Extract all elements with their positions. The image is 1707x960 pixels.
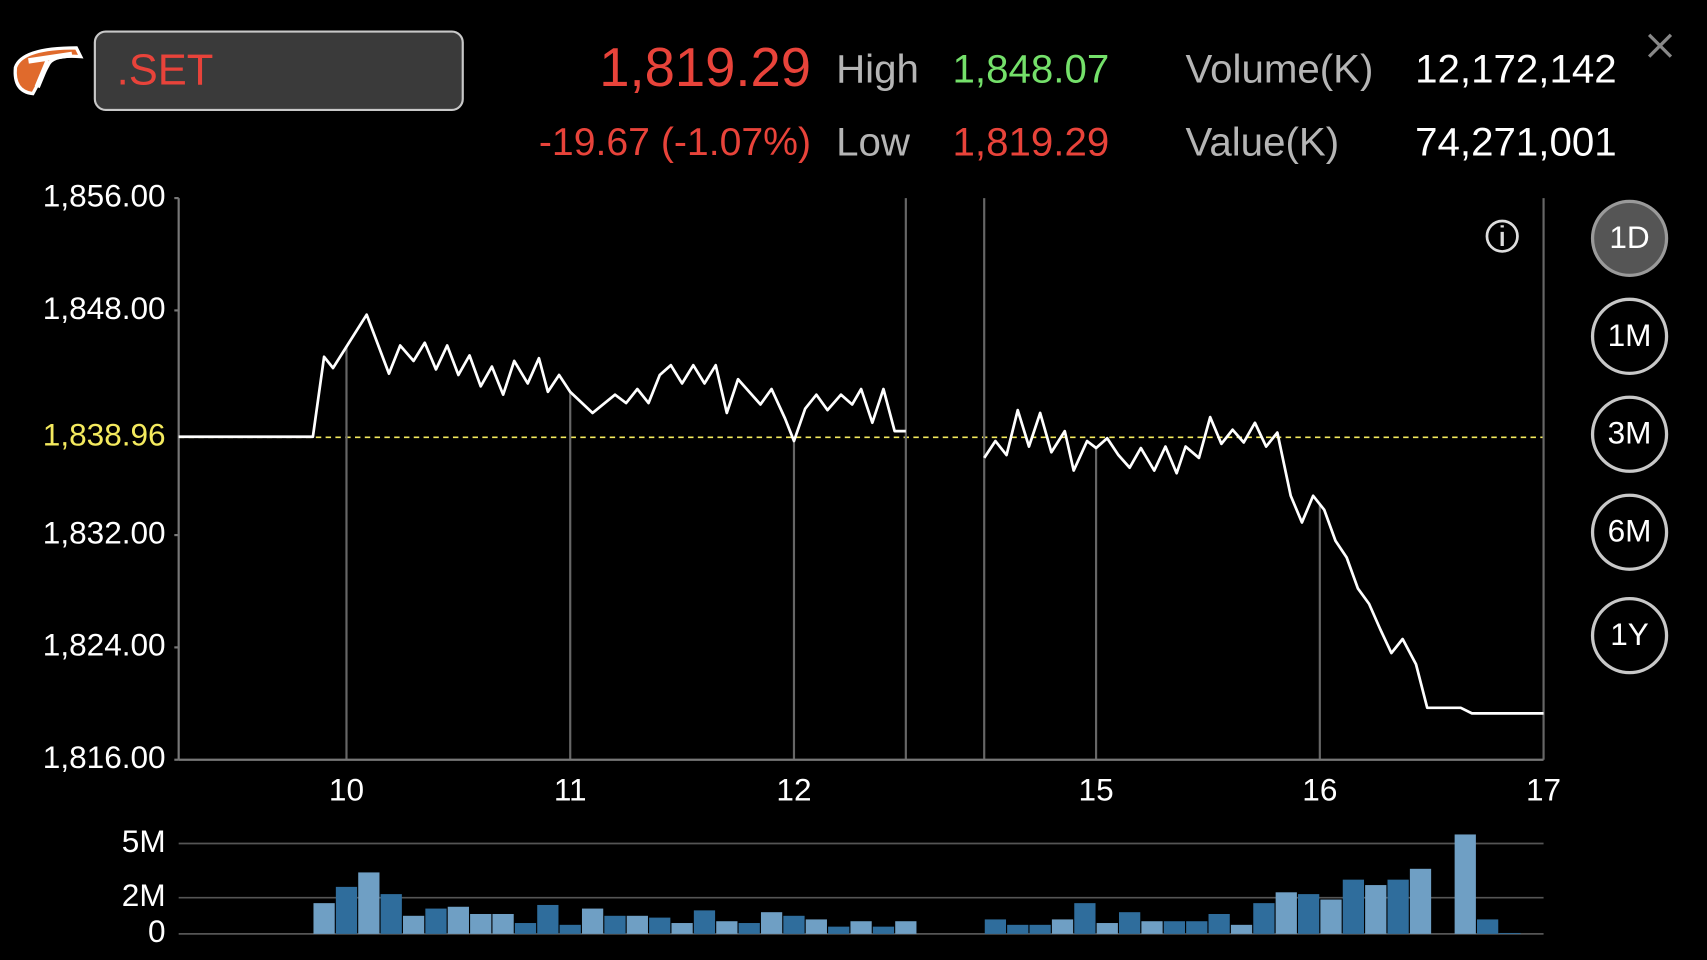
x-tick-label: 15 — [1079, 772, 1114, 808]
volume-bar — [1477, 919, 1499, 934]
logo-letter — [28, 51, 73, 89]
volume-bar — [1298, 894, 1320, 934]
x-tick-label: 16 — [1302, 772, 1337, 808]
volume-bar — [738, 923, 760, 934]
volume-bar — [1230, 924, 1253, 934]
period-button[interactable] — [1590, 199, 1669, 278]
x-tick-label: 11 — [554, 772, 587, 808]
volume-bar — [649, 917, 671, 934]
reference-label: 1,838.96 — [43, 417, 166, 453]
y-tick-label: 1,856.00 — [43, 177, 166, 213]
volume-bar — [604, 915, 626, 934]
volume-bar — [1275, 892, 1297, 934]
volume-bar — [1499, 932, 1521, 934]
volume-bar — [1186, 921, 1208, 934]
volume-bar — [581, 908, 604, 934]
volume-bar — [828, 926, 850, 934]
y-tick-label: 1,816.00 — [43, 739, 166, 775]
symbol-box[interactable] — [93, 30, 464, 112]
price-chart: 1,856.00 1,848.00 1,832.00 1,824.00 1,816.00… — [43, 177, 1561, 807]
volume-bar — [1096, 923, 1118, 934]
volume-bar — [1342, 879, 1365, 934]
stat-label: Volume(K) — [1185, 46, 1373, 91]
price-change: -19.67 (-1.07%) — [539, 121, 811, 164]
volume-bar — [335, 886, 358, 934]
volume-bar — [626, 915, 648, 934]
stat-label: Low — [836, 119, 911, 164]
period-button[interactable] — [1590, 297, 1669, 375]
volume-bar — [1253, 903, 1275, 934]
info-icon[interactable] — [1485, 219, 1519, 253]
volume-bar — [1320, 899, 1342, 934]
stat-label: High — [836, 46, 919, 91]
volume-bar — [850, 921, 872, 934]
volume-bar — [1387, 879, 1409, 934]
x-tick-label: 12 — [776, 772, 811, 808]
volume-bar — [492, 913, 514, 934]
volume-bar — [380, 894, 402, 934]
volume-bar — [716, 921, 738, 934]
y-tick-label: 1,832.00 — [43, 514, 166, 550]
y-tick-label: 0 — [148, 913, 166, 949]
volume-bar — [1163, 921, 1186, 934]
volume-bar — [872, 926, 895, 934]
volume-bar — [783, 915, 805, 934]
volume-bar — [514, 923, 537, 934]
stat-value: 1,819.29 — [953, 119, 1110, 164]
period-label[interactable]: 1M — [1608, 317, 1652, 353]
volume-bar — [1007, 924, 1029, 934]
stat-value: 74,271,001 — [1415, 119, 1617, 164]
period-label[interactable]: 1Y — [1610, 616, 1649, 652]
stat-value: 12,172,142 — [1415, 46, 1617, 91]
x-tick-label: 17 — [1526, 772, 1561, 808]
volume-bar — [760, 912, 783, 934]
y-tick-label: 1,824.00 — [43, 627, 166, 663]
y-tick-label: 2M — [122, 877, 166, 913]
volume-bar — [1119, 912, 1141, 934]
logo — [13, 46, 84, 96]
close-button[interactable] — [1647, 33, 1673, 58]
volume-bar — [1141, 921, 1163, 934]
volume-bar — [1454, 834, 1476, 934]
period-button[interactable] — [1590, 597, 1669, 675]
period-label[interactable]: 1D — [1609, 219, 1649, 255]
volume-bar — [402, 915, 425, 934]
stat-label: Value(K) — [1185, 119, 1339, 164]
price-line — [178, 313, 1544, 715]
volume-bar — [1208, 913, 1230, 934]
period-label[interactable]: 3M — [1608, 415, 1652, 451]
volume-bar — [470, 913, 492, 934]
volume-bar — [1029, 924, 1051, 934]
info-circle[interactable] — [1485, 219, 1519, 253]
volume-chart: 02M 5M — [122, 823, 1544, 949]
volume-bar — [805, 919, 827, 934]
period-button[interactable] — [1590, 493, 1669, 571]
volume-bar — [1409, 868, 1432, 934]
volume-bar — [693, 910, 716, 934]
volume-bar — [559, 924, 581, 934]
volume-bar — [425, 908, 447, 934]
period-label[interactable]: 6M — [1608, 513, 1652, 549]
volume-bar — [895, 921, 917, 934]
symbol[interactable]: .SET — [117, 46, 214, 94]
x-tick-label: 10 — [329, 772, 364, 808]
period-button[interactable] — [1590, 395, 1669, 473]
volume-bar — [1365, 885, 1387, 934]
volume-bar — [358, 872, 380, 934]
volume-bar — [1051, 919, 1074, 934]
volume-bar — [313, 903, 335, 934]
period-selector: 1D 1M 3M 6M 1Y — [1590, 199, 1669, 675]
last-price: 1,819.29 — [599, 37, 811, 98]
volume-bar — [671, 923, 693, 934]
volume-bar — [447, 906, 469, 934]
volume-bar — [1074, 903, 1096, 934]
stat-value: 1,848.07 — [953, 46, 1110, 91]
y-tick-label: 5M — [122, 823, 166, 859]
volume-bar — [537, 904, 559, 934]
volume-bar — [984, 919, 1007, 934]
y-tick-label: 1,848.00 — [43, 290, 166, 326]
